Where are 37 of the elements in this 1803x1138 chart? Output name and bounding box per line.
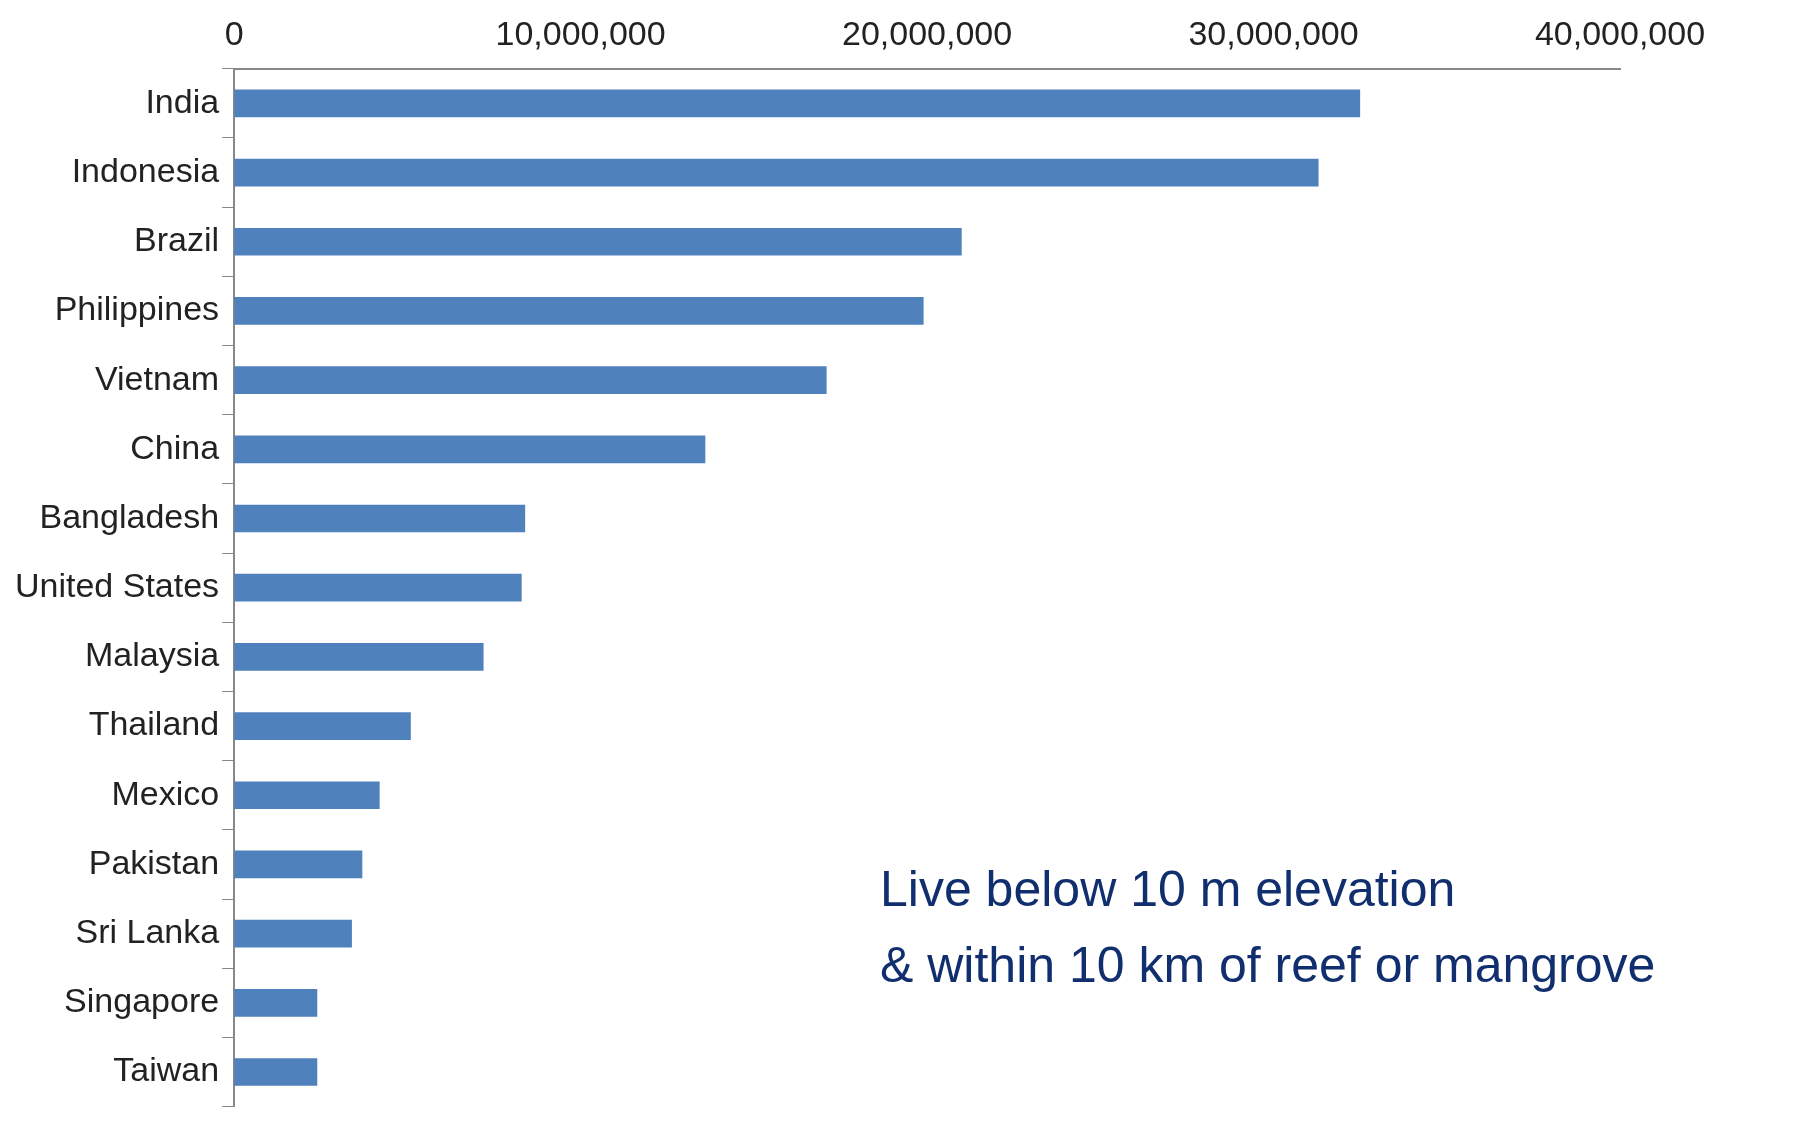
y-tick-label: Sri Lanka <box>75 912 220 951</box>
y-tick-label: United States <box>14 566 220 605</box>
bar <box>234 643 484 671</box>
x-tick-label: 40,000,000 <box>1534 13 1706 52</box>
y-tick-label: Singapore <box>64 981 220 1020</box>
bar <box>234 919 352 948</box>
bar <box>234 366 827 394</box>
annotation: Live below 10 m elevation <box>880 861 1456 917</box>
y-tick-label: Taiwan <box>113 1050 220 1089</box>
y-tick-label: Thailand <box>88 704 220 743</box>
y-tick-label: Mexico <box>111 773 220 812</box>
bar <box>234 227 962 256</box>
x-tick-label: 20,000,000 <box>841 13 1013 52</box>
bar <box>234 504 526 533</box>
x-tick-label: 10,000,000 <box>495 13 666 52</box>
y-tick-label: India <box>145 81 220 120</box>
y-tick-label: Pakistan <box>88 842 220 881</box>
y-tick-label: Philippines <box>54 289 220 328</box>
x-tick-label: 0 <box>224 13 244 52</box>
y-tick-label: Brazil <box>134 220 220 259</box>
bar <box>234 573 522 602</box>
y-tick-label: Vietnam <box>94 358 220 397</box>
bar <box>234 781 380 810</box>
bar <box>234 89 1361 118</box>
y-tick-label: China <box>130 427 220 466</box>
bar <box>234 712 411 740</box>
annotation: & within 10 km of reef or mangrove <box>880 937 1656 993</box>
bar <box>234 850 363 879</box>
bar <box>234 158 1319 187</box>
y-tick-label: Indonesia <box>71 150 220 189</box>
bar <box>234 1058 318 1086</box>
bar <box>234 988 318 1017</box>
x-tick-label: 30,000,000 <box>1188 13 1359 52</box>
bar <box>234 435 706 464</box>
y-tick-label: Bangladesh <box>39 496 220 535</box>
bar <box>234 297 924 325</box>
y-tick-label: Malaysia <box>84 635 220 674</box>
